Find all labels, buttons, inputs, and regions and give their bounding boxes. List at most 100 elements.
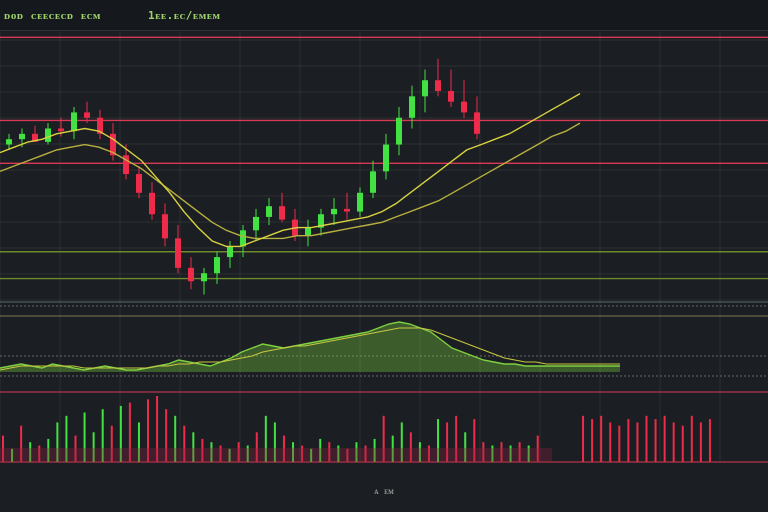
candle-body (6, 139, 12, 145)
candle-body (97, 117, 103, 134)
volume-bar (128, 402, 131, 462)
candle-body (19, 133, 25, 140)
volume-bar (582, 415, 585, 462)
volume-bar (418, 442, 421, 462)
candle-body (71, 112, 77, 132)
volume-bar (119, 405, 122, 462)
footer-axis-label: ᴀ ᴇᴍ (374, 487, 394, 497)
volume-bar (183, 425, 186, 462)
volume-bar (437, 419, 440, 462)
volume-bar (282, 435, 285, 462)
candle-body (474, 112, 480, 134)
candle-body (123, 155, 129, 175)
volume-bar (156, 396, 159, 462)
ma-slow-line (0, 122, 581, 240)
volume-bar (609, 422, 612, 462)
volume-bar (654, 419, 657, 462)
volume-bar (690, 415, 693, 462)
candle-body (240, 230, 246, 247)
volume-bar (292, 442, 295, 462)
volume-bar (473, 419, 476, 462)
volume-bar (482, 442, 485, 462)
candle-body (435, 80, 441, 91)
volume-bar (165, 409, 168, 462)
oscillator-area (0, 322, 620, 372)
volume-bar (645, 415, 648, 462)
candle-body (279, 206, 285, 220)
volume-bar (56, 422, 59, 462)
volume-bar (228, 448, 231, 462)
candle-body (227, 246, 233, 258)
volume-bar (210, 442, 213, 462)
candle-body (214, 257, 220, 274)
volume-bar (301, 445, 304, 462)
volume-bar (364, 445, 367, 462)
volume-bar (47, 438, 50, 462)
candle-body (396, 117, 402, 145)
volume-bar (137, 422, 140, 462)
volume-bar (83, 412, 86, 462)
volume-bar (373, 438, 376, 462)
volume-bar (201, 438, 204, 462)
volume-bar (2, 435, 4, 462)
candle-body (32, 133, 38, 142)
volume-bar (455, 415, 458, 462)
candle-body (370, 171, 376, 193)
volume-baseline-band (0, 448, 552, 462)
volume-bar (237, 442, 240, 462)
volume-bar (518, 442, 521, 462)
volume-bar (65, 415, 68, 462)
volume-bar (636, 422, 639, 462)
volume-bar (446, 422, 449, 462)
volume-bar (591, 419, 594, 462)
volume-bar (400, 422, 403, 462)
volume-bar (391, 435, 394, 462)
candle-body (175, 238, 181, 268)
oscillator-line (0, 321, 620, 371)
volume-bar (255, 432, 258, 462)
volume-bar (38, 445, 41, 462)
candle-body (357, 192, 363, 212)
volume-bar (509, 445, 512, 462)
candle-body (84, 112, 90, 118)
candle-body (110, 133, 116, 156)
volume-bar (192, 432, 195, 462)
volume-bar (219, 445, 222, 462)
header-title-right: 1ᴇᴇ.ᴇᴄ/ᴇᴍᴇᴍ (148, 9, 221, 22)
volume-bar (29, 442, 32, 462)
volume-bar (346, 448, 349, 462)
candle-body (448, 90, 454, 102)
volume-bar (246, 445, 249, 462)
candle-body (461, 101, 467, 113)
volume-bar (264, 415, 267, 462)
volume-bar (147, 399, 150, 462)
volume-bar (409, 432, 412, 462)
candle-body (253, 216, 259, 231)
candle-body (409, 96, 415, 118)
volume-bar (92, 432, 95, 462)
volume-bar (101, 409, 104, 462)
volume-bar (663, 415, 666, 462)
ma-fast-line (0, 92, 581, 248)
candle-body (344, 208, 350, 212)
candle-body (422, 80, 428, 97)
volume-bar (464, 432, 467, 462)
header-title-left: ᴅᴏᴅ ᴄᴇᴇᴄᴇᴄᴅ ᴇᴄᴍ (4, 9, 101, 22)
volume-bar (618, 425, 621, 462)
volume-bar (20, 425, 23, 462)
volume-bar (174, 415, 177, 462)
volume-bar (627, 419, 630, 462)
candle-body (58, 128, 64, 132)
volume-bar (273, 422, 276, 462)
candle-body (331, 208, 337, 215)
volume-bar (337, 445, 340, 462)
volume-bar (600, 415, 603, 462)
volume-bar (382, 415, 385, 462)
volume-bar (110, 425, 113, 462)
candle-body (162, 214, 168, 239)
volume-bar (74, 435, 77, 462)
candle-body (136, 174, 142, 193)
candle-body (305, 227, 311, 236)
